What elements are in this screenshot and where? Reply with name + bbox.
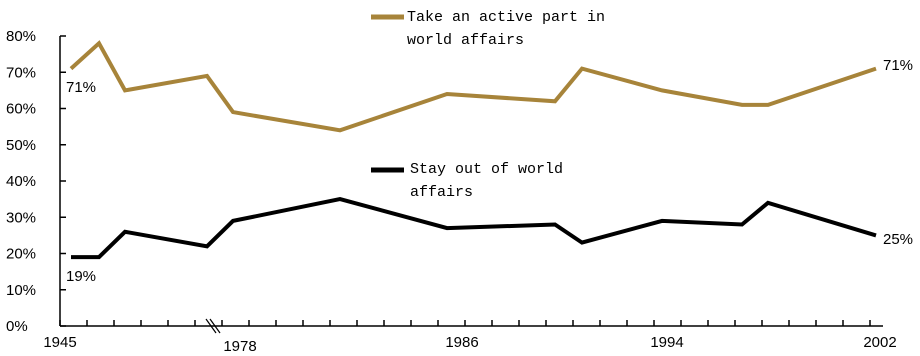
y-tick-label: 20% bbox=[6, 246, 36, 263]
y-tick-label: 80% bbox=[6, 28, 36, 45]
x-tick-label: 1986 bbox=[445, 334, 478, 351]
axis-break-mark bbox=[205, 318, 217, 334]
series-line-1 bbox=[71, 197, 877, 260]
x-tick-label: 1945 bbox=[43, 334, 76, 351]
y-tick-label: 60% bbox=[6, 101, 36, 118]
start-label-active: 71% bbox=[66, 79, 96, 96]
y-tick-label: 40% bbox=[6, 173, 36, 190]
data-labels: 71% 71% 19% 25% bbox=[66, 57, 913, 285]
end-label-stayout: 25% bbox=[883, 231, 913, 248]
y-tick-label: 70% bbox=[6, 64, 36, 81]
axis-break-mark bbox=[209, 318, 221, 334]
y-tick-label: 10% bbox=[6, 282, 36, 299]
start-label-stayout: 19% bbox=[66, 268, 96, 285]
y-tick-label: 50% bbox=[6, 137, 36, 154]
x-tick-label: 1994 bbox=[650, 334, 683, 351]
x-tick-label: 2002 bbox=[863, 334, 896, 351]
legend-label-1: Stay out of world bbox=[410, 161, 563, 178]
legend-label-0: Take an active part in bbox=[407, 9, 605, 26]
legend-label-1: affairs bbox=[410, 184, 473, 201]
series-lines bbox=[69, 40, 877, 260]
end-label-active: 71% bbox=[883, 57, 913, 74]
legend: Take an active part in world affairs Stay … bbox=[371, 9, 605, 201]
series-line-0 bbox=[69, 40, 877, 133]
y-tick-label: 0% bbox=[6, 318, 28, 335]
y-axis: 0% 10% 20% 30% 40% 50% 60% 70% 80% bbox=[6, 28, 66, 335]
x-tick-label: 1978 bbox=[223, 338, 256, 355]
x-axis: 1945 1978 1986 1994 2002 bbox=[43, 318, 897, 355]
legend-label-0: world affairs bbox=[407, 32, 524, 49]
y-tick-label: 30% bbox=[6, 209, 36, 226]
